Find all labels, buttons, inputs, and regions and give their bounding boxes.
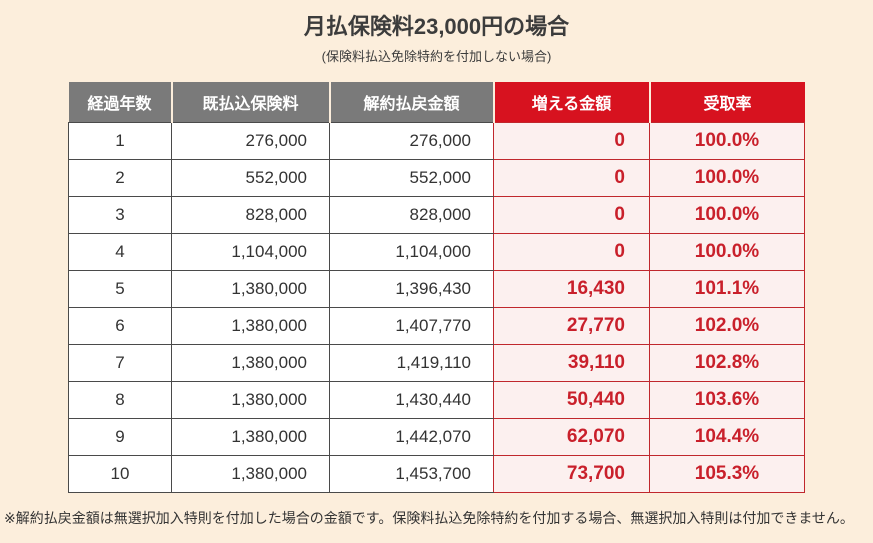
surrender-value-cell: 552,000 xyxy=(329,159,494,197)
receipt-rate-cell: 102.0% xyxy=(649,307,805,345)
increase-amount-cell: 0 xyxy=(493,122,650,160)
increase-amount-cell: 0 xyxy=(493,233,650,271)
paid-premium-cell: 276,000 xyxy=(171,122,330,160)
elapsed-years-cell: 8 xyxy=(68,381,172,419)
increase-amount-cell: 39,110 xyxy=(493,344,650,382)
table-row: 7 1,380,000 1,419,110 39,110 102.8% xyxy=(68,344,805,382)
increase-amount-cell: 16,430 xyxy=(493,270,650,308)
surrender-value-cell: 1,104,000 xyxy=(329,233,494,271)
elapsed-years-cell: 1 xyxy=(68,122,172,160)
receipt-rate-cell: 100.0% xyxy=(649,196,805,234)
surrender-value-cell: 828,000 xyxy=(329,196,494,234)
surrender-value-cell: 1,419,110 xyxy=(329,344,494,382)
elapsed-years-cell: 6 xyxy=(68,307,172,345)
footnote: ※解約払戻金額は無選択加入特則を付加した場合の金額です。保険料払込免除特約を付加… xyxy=(4,510,854,526)
paid-premium-cell: 1,380,000 xyxy=(171,455,330,493)
header-increase-amount: 増える金額 xyxy=(492,81,650,123)
table-header-row: 経過年数 既払込保険料 解約払戻金額 増える金額 受取率 xyxy=(68,81,805,123)
receipt-rate-cell: 100.0% xyxy=(649,159,805,197)
elapsed-years-cell: 7 xyxy=(68,344,172,382)
header-elapsed-years: 経過年数 xyxy=(68,81,172,123)
surrender-value-cell: 1,430,440 xyxy=(329,381,494,419)
table-row: 6 1,380,000 1,407,770 27,770 102.0% xyxy=(68,307,805,345)
table-row: 8 1,380,000 1,430,440 50,440 103.6% xyxy=(68,381,805,419)
receipt-rate-cell: 100.0% xyxy=(649,233,805,271)
receipt-rate-cell: 105.3% xyxy=(649,455,805,493)
elapsed-years-cell: 9 xyxy=(68,418,172,456)
surrender-value-cell: 1,407,770 xyxy=(329,307,494,345)
table-row: 4 1,104,000 1,104,000 0 100.0% xyxy=(68,233,805,271)
increase-amount-cell: 27,770 xyxy=(493,307,650,345)
page-subtitle: (保険料払込免除特約を付加しない場合) xyxy=(321,48,552,64)
surrender-value-cell: 1,396,430 xyxy=(329,270,494,308)
increase-amount-cell: 0 xyxy=(493,159,650,197)
paid-premium-cell: 1,380,000 xyxy=(171,270,330,308)
table-row: 2 552,000 552,000 0 100.0% xyxy=(68,159,805,197)
receipt-rate-cell: 102.8% xyxy=(649,344,805,382)
increase-amount-cell: 0 xyxy=(493,196,650,234)
surrender-value-cell: 276,000 xyxy=(329,122,494,160)
table-body: 1 276,000 276,000 0 100.0% 2 552,000 552,000 0 10… xyxy=(68,122,805,493)
surrender-value-cell: 1,442,070 xyxy=(329,418,494,456)
header-paid-premium: 既払込保険料 xyxy=(170,81,330,123)
paid-premium-cell: 1,104,000 xyxy=(171,233,330,271)
receipt-rate-cell: 104.4% xyxy=(649,418,805,456)
elapsed-years-cell: 4 xyxy=(68,233,172,271)
premium-table: 経過年数 既払込保険料 解約払戻金額 増える金額 受取率 1 276,000 276… xyxy=(68,81,805,493)
receipt-rate-cell: 103.6% xyxy=(649,381,805,419)
page-title: 月払保険料23,000円の場合 xyxy=(303,14,570,39)
receipt-rate-cell: 101.1% xyxy=(649,270,805,308)
table-row: 9 1,380,000 1,442,070 62,070 104.4% xyxy=(68,418,805,456)
table-row: 10 1,380,000 1,453,700 73,700 105.3% xyxy=(68,455,805,493)
paid-premium-cell: 1,380,000 xyxy=(171,307,330,345)
paid-premium-cell: 552,000 xyxy=(171,159,330,197)
elapsed-years-cell: 2 xyxy=(68,159,172,197)
paid-premium-cell: 1,380,000 xyxy=(171,381,330,419)
paid-premium-cell: 828,000 xyxy=(171,196,330,234)
paid-premium-cell: 1,380,000 xyxy=(171,418,330,456)
paid-premium-cell: 1,380,000 xyxy=(171,344,330,382)
table-row: 3 828,000 828,000 0 100.0% xyxy=(68,196,805,234)
header-receipt-rate: 受取率 xyxy=(648,81,805,123)
increase-amount-cell: 62,070 xyxy=(493,418,650,456)
increase-amount-cell: 50,440 xyxy=(493,381,650,419)
table-row: 1 276,000 276,000 0 100.0% xyxy=(68,122,805,160)
increase-amount-cell: 73,700 xyxy=(493,455,650,493)
elapsed-years-cell: 5 xyxy=(68,270,172,308)
receipt-rate-cell: 100.0% xyxy=(649,122,805,160)
header-surrender-value: 解約払戻金額 xyxy=(328,81,494,123)
elapsed-years-cell: 10 xyxy=(68,455,172,493)
elapsed-years-cell: 3 xyxy=(68,196,172,234)
table-row: 5 1,380,000 1,396,430 16,430 101.1% xyxy=(68,270,805,308)
surrender-value-cell: 1,453,700 xyxy=(329,455,494,493)
